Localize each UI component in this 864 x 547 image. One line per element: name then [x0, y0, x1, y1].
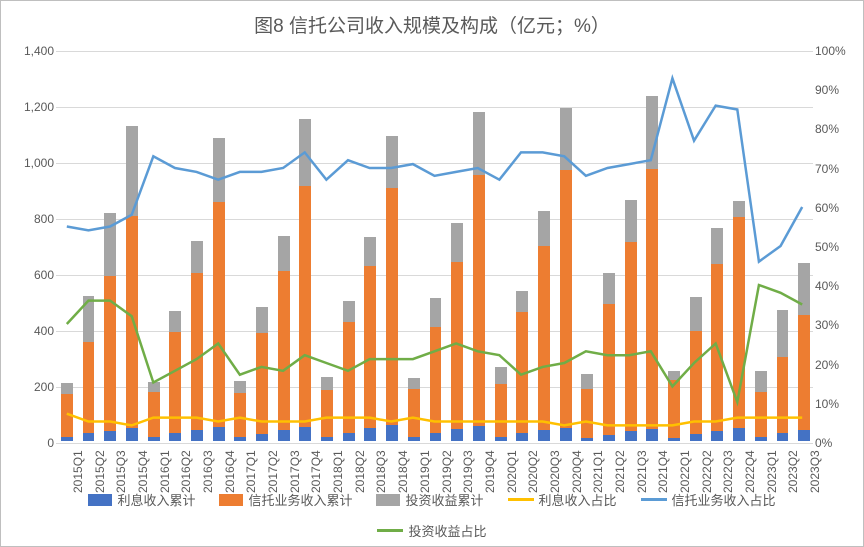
- y-left-label: 1,400: [6, 45, 54, 57]
- gridline: [56, 443, 813, 444]
- x-label: 2023Q1: [766, 450, 778, 493]
- legend-swatch-icon: [376, 494, 400, 506]
- legend-label: 投资收益占比: [408, 521, 486, 540]
- y-right-label: 60%: [815, 202, 859, 214]
- x-label: 2017Q3: [289, 450, 301, 493]
- y-right-label: 20%: [815, 359, 859, 371]
- x-label: 2019Q3: [462, 450, 474, 493]
- x-label: 2016Q2: [180, 450, 192, 493]
- y-left-label: 600: [6, 269, 54, 281]
- legend: 利息收入累计信托业务收入累计投资收益累计利息收入占比信托业务收入占比投资收益占比: [1, 490, 863, 540]
- legend-swatch-icon: [88, 494, 112, 506]
- chart-container: 图8 信托公司收入规模及构成（亿元；%） 利息收入累计信托业务收入累计投资收益累…: [0, 0, 864, 547]
- x-label: 2019Q2: [441, 450, 453, 493]
- line-invest-pct: [67, 285, 802, 402]
- x-label: 2020Q2: [527, 450, 539, 493]
- x-label: 2021Q4: [657, 450, 669, 493]
- x-label: 2021Q1: [592, 450, 604, 493]
- x-label: 2020Q4: [571, 450, 583, 493]
- chart-title: 图8 信托公司收入规模及构成（亿元；%）: [1, 1, 863, 43]
- y-right-label: 0%: [815, 437, 859, 449]
- y-right-label: 30%: [815, 319, 859, 331]
- legend-line-icon: [508, 498, 534, 501]
- x-label: 2021Q2: [614, 450, 626, 493]
- x-label: 2015Q4: [137, 450, 149, 493]
- y-left-label: 1,200: [6, 101, 54, 113]
- y-right-label: 50%: [815, 241, 859, 253]
- x-label: 2018Q1: [332, 450, 344, 493]
- x-label: 2018Q4: [397, 450, 409, 493]
- x-label: 2016Q4: [224, 450, 236, 493]
- x-label: 2022Q3: [722, 450, 734, 493]
- legend-line-icon: [377, 529, 403, 532]
- x-label: 2019Q1: [419, 450, 431, 493]
- x-label: 2020Q1: [506, 450, 518, 493]
- x-label: 2022Q1: [679, 450, 691, 493]
- x-label: 2017Q4: [310, 450, 322, 493]
- y-left-label: 200: [6, 381, 54, 393]
- x-label: 2019Q4: [484, 450, 496, 493]
- line-trust-pct: [67, 78, 802, 261]
- legend-line-invest: 投资收益占比: [377, 521, 486, 540]
- x-label: 2017Q1: [245, 450, 257, 493]
- y-right-label: 100%: [815, 45, 859, 57]
- x-label: 2021Q3: [636, 450, 648, 493]
- x-label: 2022Q4: [744, 450, 756, 493]
- x-label: 2015Q1: [72, 450, 84, 493]
- x-label: 2023Q3: [809, 450, 821, 493]
- y-left-label: 1,000: [6, 157, 54, 169]
- x-label: 2016Q1: [159, 450, 171, 493]
- x-label: 2018Q3: [375, 450, 387, 493]
- line-layer: [56, 51, 813, 441]
- y-right-label: 80%: [815, 123, 859, 135]
- plot-area: [56, 51, 813, 441]
- x-label: 2023Q2: [787, 450, 799, 493]
- y-right-label: 40%: [815, 280, 859, 292]
- y-left-label: 0: [6, 437, 54, 449]
- x-label: 2015Q2: [94, 450, 106, 493]
- x-label: 2020Q3: [549, 450, 561, 493]
- x-label: 2015Q3: [115, 450, 127, 493]
- y-left-label: 800: [6, 213, 54, 225]
- x-label: 2017Q2: [267, 450, 279, 493]
- x-label: 2022Q2: [701, 450, 713, 493]
- x-label: 2016Q3: [202, 450, 214, 493]
- y-right-label: 10%: [815, 398, 859, 410]
- legend-swatch-icon: [219, 494, 243, 506]
- y-right-label: 70%: [815, 163, 859, 175]
- y-right-label: 90%: [815, 84, 859, 96]
- y-left-label: 400: [6, 325, 54, 337]
- legend-line-icon: [641, 498, 667, 501]
- x-label: 2018Q2: [354, 450, 366, 493]
- line-interest-pct: [67, 414, 802, 426]
